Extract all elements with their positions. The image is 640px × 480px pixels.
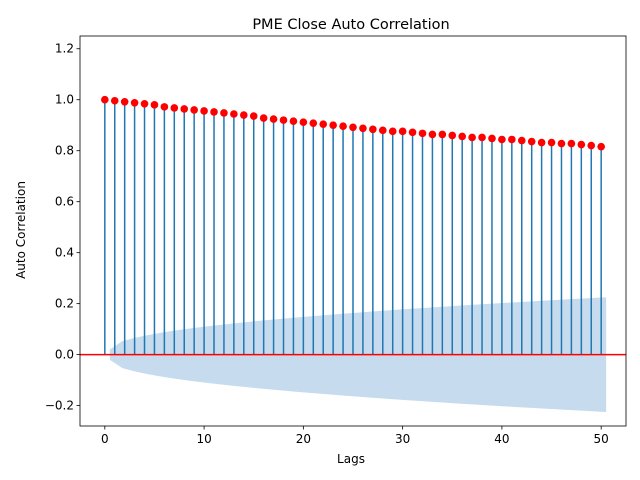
stem-marker bbox=[597, 142, 605, 151]
stem-marker bbox=[190, 106, 198, 114]
stem-marker bbox=[448, 131, 457, 140]
stem-marker bbox=[398, 127, 407, 136]
stem-marker bbox=[170, 104, 179, 112]
x-tick-label: 0 bbox=[101, 432, 109, 446]
stem-marker bbox=[369, 125, 377, 134]
stem-marker bbox=[517, 136, 526, 145]
axes: 0 10 20 30 40 50 −0.2 0.0 0.2 0.4 0.6 0.8 1.0 1.2 bbox=[45, 35, 627, 446]
stem-marker bbox=[230, 110, 238, 118]
y-tick-label: 0.0 bbox=[55, 348, 74, 362]
stem-marker bbox=[547, 138, 556, 147]
stem-marker bbox=[160, 103, 169, 111]
stem-marker bbox=[577, 140, 586, 149]
stem-marker bbox=[200, 107, 208, 115]
stem-marker bbox=[299, 118, 308, 126]
stem-marker bbox=[120, 97, 129, 106]
stem-marker bbox=[259, 114, 268, 122]
y-tick-label: 0.2 bbox=[55, 297, 74, 311]
stem-marker bbox=[110, 96, 119, 105]
stem-marker bbox=[319, 120, 328, 128]
y-tick-label: 0.4 bbox=[55, 246, 74, 260]
stem-marker bbox=[289, 117, 298, 125]
stem-marker bbox=[378, 126, 387, 135]
stem-marker bbox=[418, 129, 427, 138]
x-tick-label: 40 bbox=[494, 432, 509, 446]
x-tick-label: 10 bbox=[196, 432, 211, 446]
plot-area bbox=[80, 95, 626, 412]
y-tick-label: −0.2 bbox=[45, 399, 74, 413]
stem-marker bbox=[458, 132, 467, 141]
stem-marker bbox=[359, 124, 367, 133]
stem-marker bbox=[488, 134, 496, 143]
stem-marker bbox=[508, 135, 516, 144]
stem-marker bbox=[567, 139, 576, 148]
stem-marker bbox=[249, 112, 258, 120]
x-tick-label: 50 bbox=[594, 432, 609, 446]
stem-marker bbox=[537, 138, 546, 147]
y-tick-label: 0.8 bbox=[55, 144, 74, 158]
stem-marker bbox=[150, 101, 159, 109]
stem-marker bbox=[210, 108, 218, 116]
stem-marker bbox=[329, 121, 337, 130]
stem-marker bbox=[557, 139, 566, 148]
stem-marker bbox=[279, 116, 288, 124]
x-axis-label: Lags bbox=[337, 452, 365, 466]
stem-marker bbox=[140, 100, 149, 108]
stem-marker bbox=[180, 105, 189, 113]
stem-marker bbox=[438, 130, 447, 139]
stem-marker bbox=[478, 133, 486, 142]
x-tick-label: 30 bbox=[395, 432, 410, 446]
stem-marker bbox=[468, 133, 476, 142]
y-tick-label: 1.2 bbox=[55, 42, 74, 56]
stem-marker bbox=[428, 130, 437, 139]
stem-marker bbox=[587, 141, 596, 150]
stem-marker bbox=[408, 128, 417, 137]
stem-marker bbox=[220, 109, 228, 117]
stem-marker bbox=[101, 95, 109, 104]
chart-title: PME Close Auto Correlation bbox=[252, 17, 449, 33]
x-tick-label: 20 bbox=[296, 432, 311, 446]
y-axis-label: Auto Correlation bbox=[14, 181, 28, 279]
stem-marker bbox=[388, 127, 397, 136]
stem-marker bbox=[349, 123, 357, 132]
stem-marker bbox=[527, 137, 536, 146]
stem-marker bbox=[130, 98, 139, 107]
stem-marker bbox=[309, 119, 318, 127]
stem-marker bbox=[498, 135, 506, 144]
y-tick-label: 0.6 bbox=[55, 195, 74, 209]
y-tick-label: 1.0 bbox=[55, 93, 74, 107]
stem-marker bbox=[269, 115, 278, 123]
stem-marker bbox=[339, 122, 347, 131]
axes-frame bbox=[79, 35, 627, 427]
stem-marker bbox=[240, 111, 248, 119]
